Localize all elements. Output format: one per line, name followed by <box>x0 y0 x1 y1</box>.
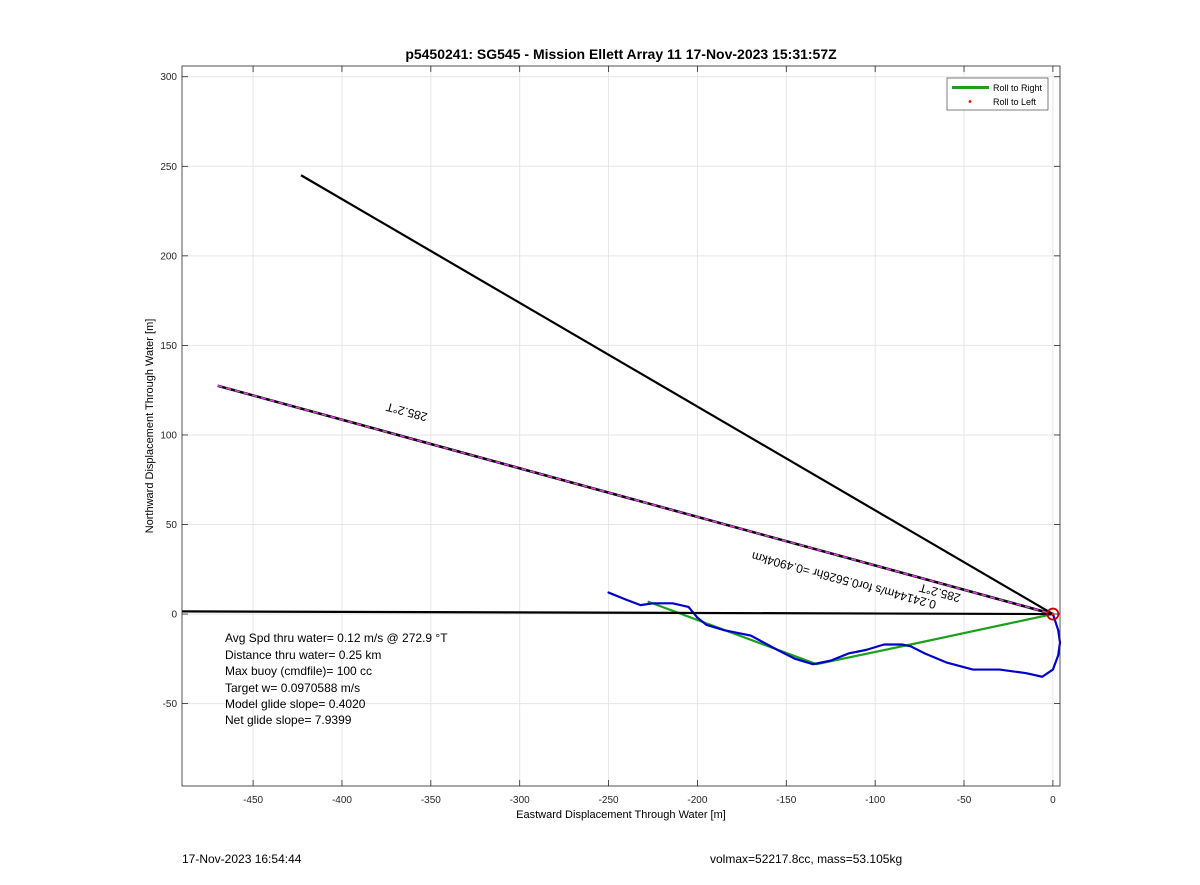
series-horizontal-line <box>181 610 1053 616</box>
series-group <box>181 174 1062 678</box>
y-axis: -50 0 50 100 150 200 250 300 <box>160 72 1060 710</box>
x-tick-label: -350 <box>421 795 441 806</box>
stat-distance: Distance thru water= 0.25 km <box>225 648 381 662</box>
x-axis: -450 -400 -350 -300 -250 -200 -150 -100 -50 0 <box>243 66 1056 806</box>
y-axis-label: Northward Displacement Through Water [m] <box>144 319 156 534</box>
x-axis-label: Eastward Displacement Through Water [m] <box>516 809 726 821</box>
stat-max-buoy: Max buoy (cmdfile)= 100 cc <box>225 664 372 678</box>
legend-swatch-roll-left <box>968 100 972 103</box>
legend-box <box>946 77 1049 111</box>
y-tick-label: 200 <box>160 251 177 262</box>
origin-marker <box>1046 607 1060 621</box>
y-tick-label: -50 <box>163 699 178 710</box>
x-tick-label: -400 <box>332 795 352 806</box>
legend-label-roll-right: Roll to Right <box>993 83 1043 93</box>
footer-timestamp: 17-Nov-2023 16:54:44 <box>182 852 302 866</box>
grid <box>182 66 1060 786</box>
origin-marker-dot <box>1051 612 1055 616</box>
x-tick-label: -50 <box>957 795 972 806</box>
legend-label-roll-left: Roll to Left <box>993 97 1037 107</box>
stat-target-w: Target w= 0.0970588 m/s <box>225 681 360 695</box>
y-tick-label: 150 <box>160 341 177 352</box>
y-tick-label: 50 <box>166 520 178 531</box>
y-tick-label: 250 <box>160 162 177 173</box>
y-tick-label: 100 <box>160 430 177 441</box>
x-tick-label: 0 <box>1050 795 1056 806</box>
x-tick-label: -150 <box>776 795 796 806</box>
x-tick-label: -450 <box>243 795 263 806</box>
stats-block: Avg Spd thru water= 0.12 m/s @ 272.9 °T … <box>225 631 448 727</box>
legend: Roll to Right Roll to Left <box>946 77 1049 111</box>
plot-background <box>182 66 1060 786</box>
x-tick-label: -100 <box>865 795 885 806</box>
stat-avg-speed: Avg Spd thru water= 0.12 m/s @ 272.9 °T <box>225 631 448 645</box>
y-tick-label: 300 <box>160 72 177 83</box>
footer-info: volmax=52217.8cc, mass=53.105kg <box>710 852 903 866</box>
y-tick-label: 0 <box>171 610 177 621</box>
x-tick-label: -250 <box>599 795 619 806</box>
series-upper-line <box>300 174 1054 616</box>
x-tick-label: -200 <box>687 795 707 806</box>
stat-net-glide-slope: Net glide slope= 7.9399 <box>225 713 352 727</box>
x-tick-label: -300 <box>510 795 530 806</box>
chart-title: p5450241: SG545 - Mission Ellett Array 1… <box>405 46 837 62</box>
stat-model-glide-slope: Model glide slope= 0.4020 <box>225 697 366 711</box>
plot-frame <box>181 65 1061 787</box>
series-track <box>607 591 1062 678</box>
series-heading-line-dash <box>217 384 1054 615</box>
